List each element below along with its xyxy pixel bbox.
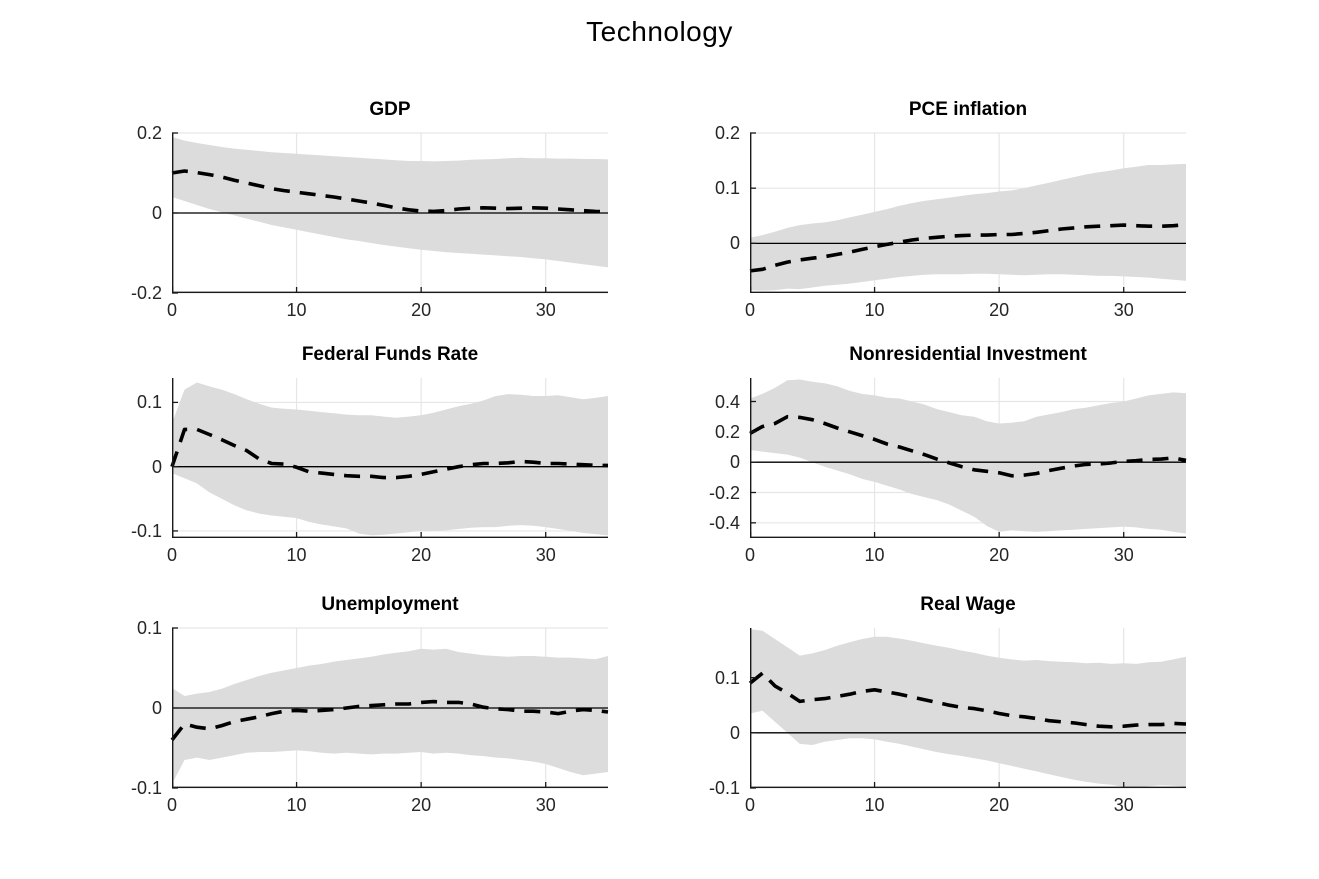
x-tick-label: 20 <box>411 795 432 815</box>
confidence-band <box>750 379 1186 534</box>
subplot-title: Federal Funds Rate <box>301 344 479 365</box>
x-tick-label: 10 <box>864 300 885 320</box>
x-axis-tick-labels: 0 10 20 30 <box>167 788 608 820</box>
irf-plot-real-wage <box>748 628 1187 789</box>
x-tick-label: 20 <box>411 300 432 320</box>
x-tick-label: 30 <box>1113 795 1134 815</box>
median-irf-line <box>749 414 1187 478</box>
x-tick-label: 0 <box>166 300 178 320</box>
y-axis-tick-labels: -0.4 -0.2 0 0.2 0.4 <box>676 378 740 538</box>
y-tick-label: 0 <box>729 722 740 743</box>
y-tick-label: 0.2 <box>714 421 740 442</box>
y-tick-label: 0.1 <box>714 178 740 199</box>
subplot-title: Nonresidential Investment <box>849 344 1087 365</box>
x-tick-label: 10 <box>286 795 307 815</box>
median-irf-line <box>749 222 1187 273</box>
x-tick-label: 10 <box>286 300 307 320</box>
y-tick-label: 0.2 <box>714 123 740 143</box>
y-tick-label: -0.1 <box>130 520 162 541</box>
y-tick-label: 0.1 <box>136 392 162 413</box>
y-tick-label: 0 <box>151 456 162 477</box>
x-tick-label: 30 <box>1113 300 1134 320</box>
y-axis-tick-labels: -0.1 0 0.1 <box>98 378 162 541</box>
irf-plot-pce-inflation <box>749 132 1187 293</box>
subplot-title: PCE inflation <box>908 99 1028 120</box>
y-tick-label: -0.1 <box>130 778 162 798</box>
y-tick-label: -0.1 <box>708 778 740 798</box>
irf-plot-nonresidential-investment <box>749 378 1187 538</box>
y-tick-label: -0.2 <box>708 482 740 503</box>
irf-plot-gdp <box>171 132 609 294</box>
y-tick-label: 0.2 <box>136 123 162 143</box>
confidence-band <box>172 382 608 536</box>
x-axis-tick-labels: 0 10 20 30 <box>167 538 608 570</box>
x-tick-label: 30 <box>535 545 556 565</box>
x-axis-tick-labels: 0 10 20 30 <box>745 788 1186 820</box>
x-tick-label: 20 <box>989 300 1010 320</box>
y-tick-label: 0.4 <box>714 391 740 412</box>
x-tick-label: 0 <box>744 545 756 565</box>
irf-plot-unemployment <box>170 627 609 789</box>
median-irf-line <box>170 427 608 480</box>
x-tick-label: 10 <box>286 545 307 565</box>
irf-plot-federal-funds-rate <box>170 378 608 538</box>
x-tick-label: 30 <box>535 795 556 815</box>
x-axis-tick-labels: 0 10 20 30 <box>167 293 608 325</box>
subplot-real-wage: Real Wage -0.1 0 0.1 0 10 20 30 <box>709 594 1187 815</box>
median-irf-line <box>171 169 609 214</box>
subplot-nonresidential-investment: Nonresidential Investment -0.4 -0.2 0 0.2 0.… <box>709 344 1187 565</box>
y-tick-label: 0 <box>151 203 162 223</box>
y-axis-tick-labels: -0.2 0 0.2 <box>98 123 162 303</box>
median-irf-line <box>170 699 609 742</box>
y-axis-tick-labels: -0.1 0 0.1 <box>676 628 740 798</box>
x-tick-label: 20 <box>989 795 1010 815</box>
x-axis-tick-labels: 0 10 20 30 <box>745 538 1186 570</box>
y-tick-label: 0 <box>729 452 740 473</box>
subplot-title: GDP <box>369 99 411 120</box>
y-tick-label: -0.4 <box>708 512 740 533</box>
subplot-unemployment: Unemployment -0.1 0 0.1 0 10 20 30 <box>131 594 609 815</box>
confidence-band <box>172 137 608 268</box>
x-tick-label: 0 <box>744 795 756 815</box>
x-tick-label: 10 <box>864 795 885 815</box>
x-tick-label: 20 <box>411 545 432 565</box>
x-tick-label: 30 <box>1113 545 1134 565</box>
y-axis-tick-labels: -0.1 0 0.1 <box>98 618 162 798</box>
subplot-gdp: GDP -0.2 0 0.2 0 10 20 30 <box>131 99 609 320</box>
y-tick-label: 0.1 <box>714 667 740 688</box>
y-tick-label: 0.1 <box>136 618 162 638</box>
confidence-band <box>750 163 1186 291</box>
x-tick-label: 10 <box>864 545 885 565</box>
x-tick-label: 0 <box>166 545 178 565</box>
confidence-band <box>172 648 608 784</box>
x-tick-label: 30 <box>535 300 556 320</box>
y-axis-tick-labels: 0 0.1 0.2 <box>676 123 740 293</box>
subplot-federal-funds-rate: Federal Funds Rate -0.1 0 0.1 0 10 20 30 <box>131 344 608 565</box>
median-irf-line <box>748 671 1187 729</box>
y-tick-label: 0 <box>729 233 740 254</box>
subplot-title: Unemployment <box>321 594 459 615</box>
x-tick-label: 0 <box>744 300 756 320</box>
x-axis-tick-labels: 0 10 20 30 <box>745 293 1186 325</box>
subplot-title: Real Wage <box>920 594 1016 615</box>
figure-title: Technology <box>586 16 733 47</box>
y-tick-label: -0.2 <box>130 283 162 303</box>
subplot-pce-inflation: PCE inflation 0 0.1 0.2 0 10 20 30 <box>715 99 1187 320</box>
y-tick-label: 0 <box>151 698 162 718</box>
x-tick-label: 20 <box>989 545 1010 565</box>
x-tick-label: 0 <box>166 795 178 815</box>
